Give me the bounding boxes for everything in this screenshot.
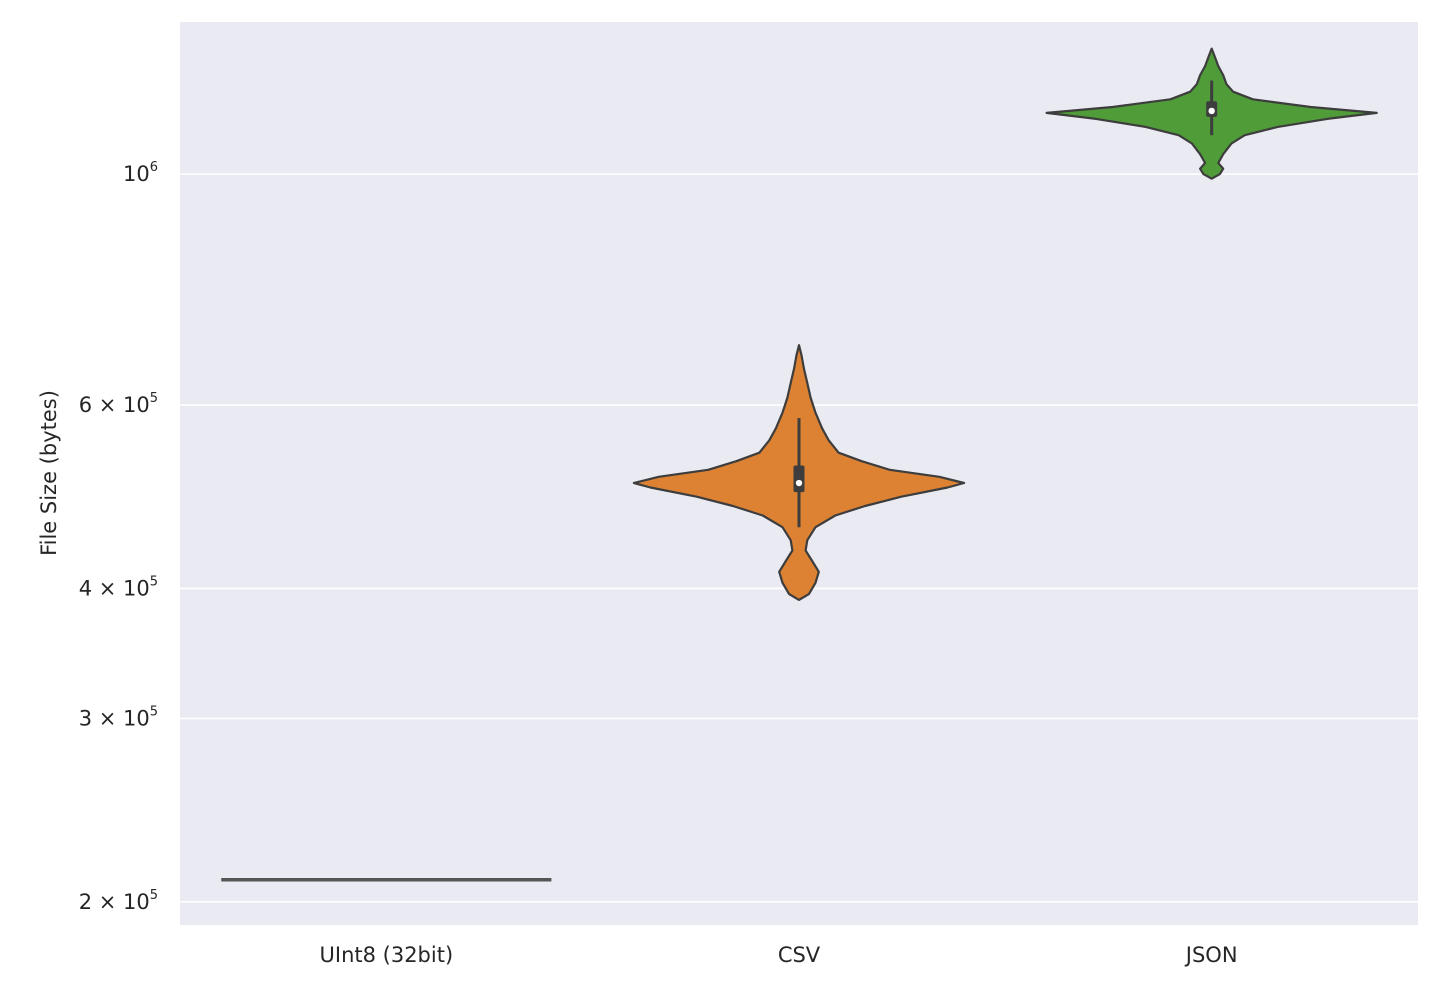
y-tick-labels: 2 × 105 3 × 105 4 × 105 6 × 105 106 — [79, 160, 158, 914]
y-tick-label-2: 4 × 105 — [79, 574, 158, 600]
x-tick-label-2: JSON — [1184, 943, 1238, 967]
y-tick-label-3: 6 × 105 — [79, 391, 158, 417]
y-tick-label-1: 3 × 105 — [79, 704, 158, 730]
violin-median-2 — [1208, 107, 1215, 115]
violin-median-1 — [795, 479, 803, 487]
x-tick-label-1: CSV — [778, 943, 821, 967]
violins — [221, 47, 1378, 882]
x-tick-label-0: UInt8 (32bit) — [320, 943, 454, 967]
x-tick-labels: UInt8 (32bit) CSV JSON — [320, 943, 1238, 967]
y-tick-label-4: 106 — [123, 160, 158, 186]
y-tick-label-0: 2 × 105 — [79, 888, 158, 914]
violin-box-1 — [793, 465, 805, 493]
y-axis-title: File Size (bytes) — [37, 390, 61, 556]
